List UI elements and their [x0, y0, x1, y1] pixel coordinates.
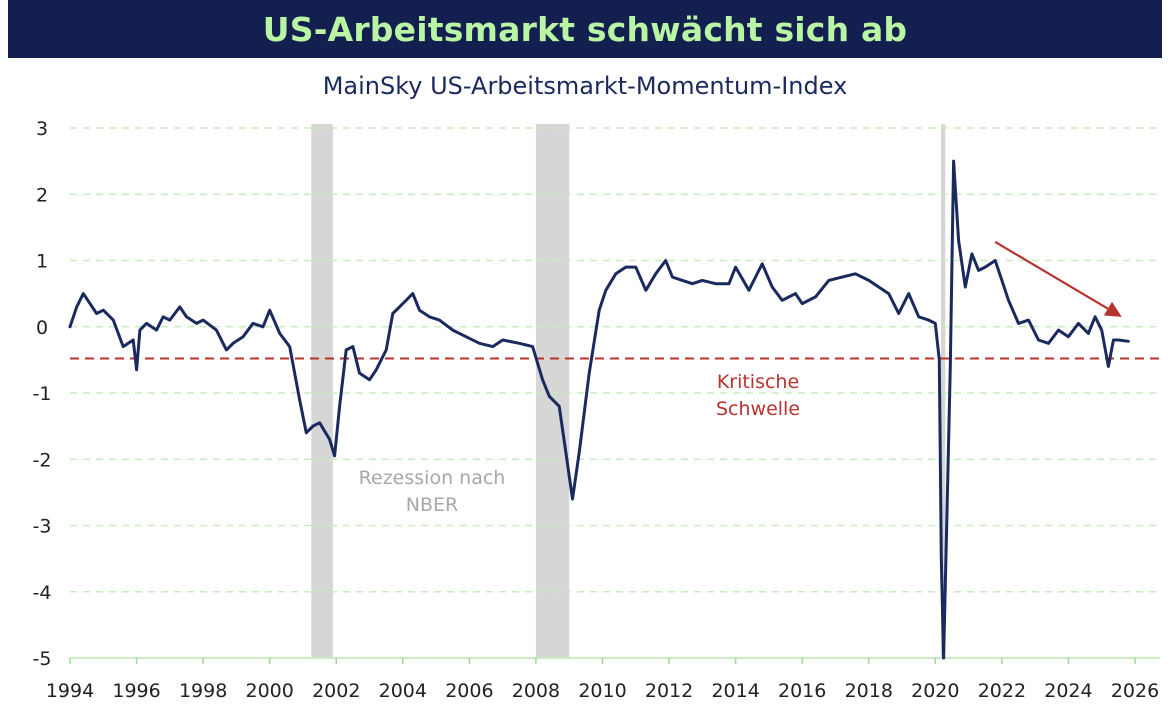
y-tick-label: -5 [33, 648, 52, 670]
y-tick-label: -3 [33, 516, 52, 538]
gridlines [70, 127, 1160, 659]
x-tick-label: 2006 [445, 680, 493, 702]
series-line [68, 159, 1130, 660]
x-axis: 1994 1996 1998 2000 2002 2004 2006 2008 2010 2012… [46, 657, 1160, 702]
x-tick-label: 2016 [778, 680, 826, 702]
trend-arrow [994, 241, 1122, 317]
y-tick-label: -4 [33, 582, 52, 604]
x-tick-label: 1998 [179, 680, 227, 702]
y-axis: 3 2 1 0 -1 -2 -3 -4 -5 [33, 118, 52, 670]
y-tick-label: 1 [36, 251, 48, 273]
trend-arrow-shaft [994, 241, 1109, 310]
x-tick-label: 2002 [312, 680, 360, 702]
title-banner: US-Arbeitsmarkt schwächt sich ab [8, 0, 1162, 58]
x-tick-label: 1994 [46, 680, 94, 702]
x-tick-label: 2014 [711, 680, 759, 702]
x-tick-label: 2008 [512, 680, 560, 702]
x-tick-label: 2010 [578, 680, 626, 702]
x-tick-label: 2022 [978, 680, 1026, 702]
threshold-label-1: Kritische [717, 371, 799, 393]
recession-band-0 [311, 124, 333, 658]
y-tick-label: -1 [33, 383, 52, 405]
x-tick-label: 2000 [246, 680, 294, 702]
chart-title: US-Arbeitsmarkt schwächt sich ab [262, 9, 908, 49]
y-tick-label: 3 [36, 118, 48, 140]
y-tick-label: 2 [36, 184, 48, 206]
recession-label-2: NBER [406, 494, 458, 516]
x-tick-label: 2018 [845, 680, 893, 702]
x-tick-label: 2012 [645, 680, 693, 702]
y-tick-label: -2 [33, 449, 52, 471]
x-tick-label: 2020 [911, 680, 959, 702]
threshold-label-2: Schwelle [716, 398, 800, 420]
recession-label-1: Rezession nach [359, 467, 506, 489]
recession-bands [311, 124, 946, 658]
x-tick-label: 2004 [379, 680, 427, 702]
recession-band-1 [535, 124, 570, 658]
y-tick-label: 0 [36, 317, 48, 339]
trend-arrow-head [1103, 301, 1122, 317]
x-tick-label: 1996 [112, 680, 160, 702]
x-tick-label: 2024 [1044, 680, 1092, 702]
x-tick-label: 2026 [1111, 680, 1159, 702]
chart-subtitle: MainSky US-Arbeitsmarkt-Momentum-Index [322, 72, 848, 100]
recession-band-2 [940, 124, 946, 658]
